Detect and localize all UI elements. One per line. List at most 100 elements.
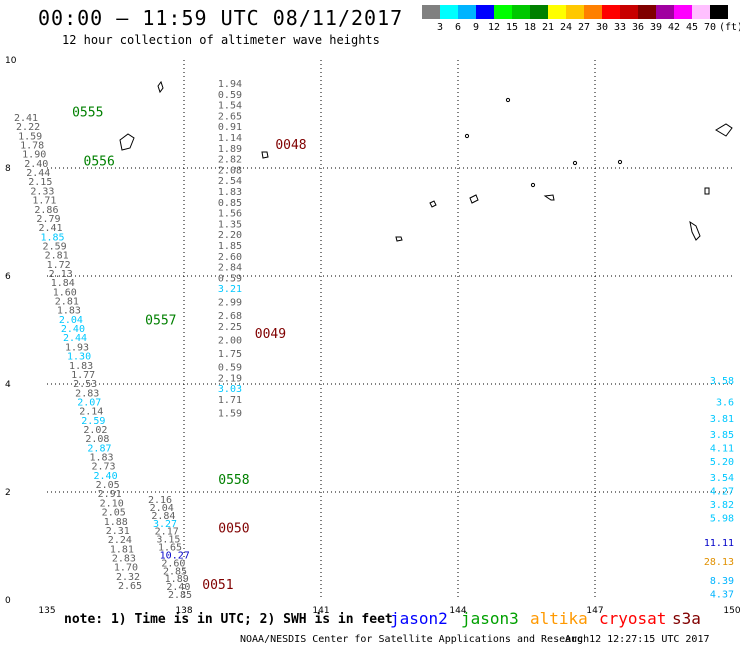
central-track-value: 2.19	[218, 373, 242, 384]
legend-label: 21	[541, 22, 555, 33]
lon-tick-label: 150	[723, 606, 740, 616]
east-track-value: 3.6	[716, 398, 734, 409]
east-track-value: 3.81	[710, 414, 734, 425]
diag-track-value: 1.83	[57, 306, 81, 317]
diag-track-value: 2.65	[118, 581, 142, 592]
east-track-value: 3.82	[710, 500, 734, 511]
diag-track-value: 2.79	[36, 214, 60, 225]
legend-label: 24	[559, 22, 573, 33]
diag-track-value: 1.90	[22, 150, 46, 161]
central-track-value: 1.35	[218, 219, 242, 230]
pass-id-label: 0557	[145, 314, 176, 329]
east-track-value: 5.20	[710, 457, 734, 468]
island-outline	[119, 133, 135, 151]
legend-label: 30	[595, 22, 609, 33]
central-track-value: 1.71	[218, 395, 242, 406]
diag-track-value: 2.81	[55, 297, 79, 308]
central-track-value: 1.56	[218, 209, 242, 220]
satellite-jason2-label: jason2	[390, 609, 448, 628]
central-track-value: 1.85	[218, 241, 242, 252]
legend-swatch	[692, 5, 710, 19]
diag-track-value: 1.83	[89, 453, 113, 464]
lon-tick-label: 138	[175, 606, 192, 616]
legend-swatch	[674, 5, 692, 19]
central-track-value: 2.00	[218, 336, 242, 347]
diag-track-value: 2.59	[43, 241, 67, 252]
central-track-value: 1.54	[218, 101, 242, 112]
diag-track-value: 2.60	[161, 558, 185, 569]
footnote: note: 1) Time is in UTC; 2) SWH is in fe…	[64, 612, 393, 627]
legend-label: 33	[613, 22, 627, 33]
island-dot	[505, 97, 511, 103]
diag-track-value: 2.04	[150, 503, 174, 514]
central-track-value: 0.59	[218, 363, 242, 374]
pass-id-label: 0555	[72, 106, 103, 121]
diag-track-value: 1.83	[69, 361, 93, 372]
island-outline	[469, 194, 479, 204]
legend-label: 27	[577, 22, 591, 33]
diag-track-value: 1.59	[18, 131, 42, 142]
pass-id-label: 0048	[275, 138, 306, 153]
legend-swatch	[602, 5, 620, 19]
diag-track-value: 1.78	[20, 141, 44, 152]
pass-id-label: 0050	[218, 522, 249, 537]
island-dot	[572, 160, 578, 166]
island-dot	[464, 133, 470, 139]
central-track-value: 0.91	[218, 122, 242, 133]
diag-track-value: 2.13	[49, 269, 73, 280]
diag-track-value: 2.05	[102, 508, 126, 519]
legend-swatch	[638, 5, 656, 19]
island-outline	[689, 220, 701, 241]
legend-swatch	[512, 5, 530, 19]
lat-tick-label: 4	[5, 380, 11, 390]
east-track-value: 4.11	[710, 444, 734, 455]
central-track-value: 0.59	[218, 90, 242, 101]
pass-id-label: 0556	[84, 154, 115, 169]
diag-track-value: 2.59	[81, 416, 105, 427]
diag-track-value: 2.16	[148, 495, 172, 506]
diag-track-value: 2.44	[63, 333, 87, 344]
diag-track-value: 2.10	[100, 498, 124, 509]
diag-track-value: 2.17	[155, 527, 179, 538]
east-track-value: 8.39	[710, 576, 734, 587]
central-track-value: 2.54	[218, 176, 242, 187]
legend-swatch	[530, 5, 548, 19]
diag-track-value: 2.02	[83, 425, 107, 436]
diag-track-value: 2.73	[91, 462, 115, 473]
diag-track-value: 1.93	[65, 342, 89, 353]
diag-track-value: 2.15	[28, 177, 52, 188]
legend-label: 3	[436, 22, 444, 33]
central-track-value: 0.59	[218, 273, 242, 284]
island-dot	[530, 182, 536, 188]
diag-track-value: 2.85	[168, 590, 192, 601]
diag-track-value: 1.84	[51, 278, 75, 289]
central-track-value: 1.14	[218, 133, 242, 144]
pass-id-label: 0558	[218, 473, 249, 488]
east-track-value: 3.85	[710, 430, 734, 441]
legend-label: 39	[649, 22, 663, 33]
legend-label: 70	[703, 22, 717, 33]
diag-track-value: 2.40	[61, 324, 85, 335]
diag-track-value: 1.65	[158, 543, 182, 554]
diag-track-value: 2.40	[166, 582, 190, 593]
diag-track-value: 2.44	[26, 168, 50, 179]
lat-tick-label: 8	[5, 164, 11, 174]
legend-label: 45	[685, 22, 699, 33]
diag-track-value: 2.83	[112, 553, 136, 564]
diag-track-value: 2.81	[45, 251, 69, 262]
island-outline	[157, 80, 164, 94]
east-track-value: 3.54	[710, 473, 734, 484]
lon-tick-label: 141	[312, 606, 329, 616]
legend-swatch	[566, 5, 584, 19]
legend-label: 9	[472, 22, 480, 33]
central-track-value: 2.99	[218, 298, 242, 309]
legend-swatch	[476, 5, 494, 19]
legend-label: 15	[505, 22, 519, 33]
island-outline	[261, 151, 269, 159]
diag-track-value: 2.14	[79, 407, 103, 418]
diag-track-value: 2.22	[16, 122, 40, 133]
diag-track-value: 2.33	[30, 186, 54, 197]
lon-tick-label: 135	[38, 606, 55, 616]
diag-track-value: 3.15	[156, 535, 180, 546]
